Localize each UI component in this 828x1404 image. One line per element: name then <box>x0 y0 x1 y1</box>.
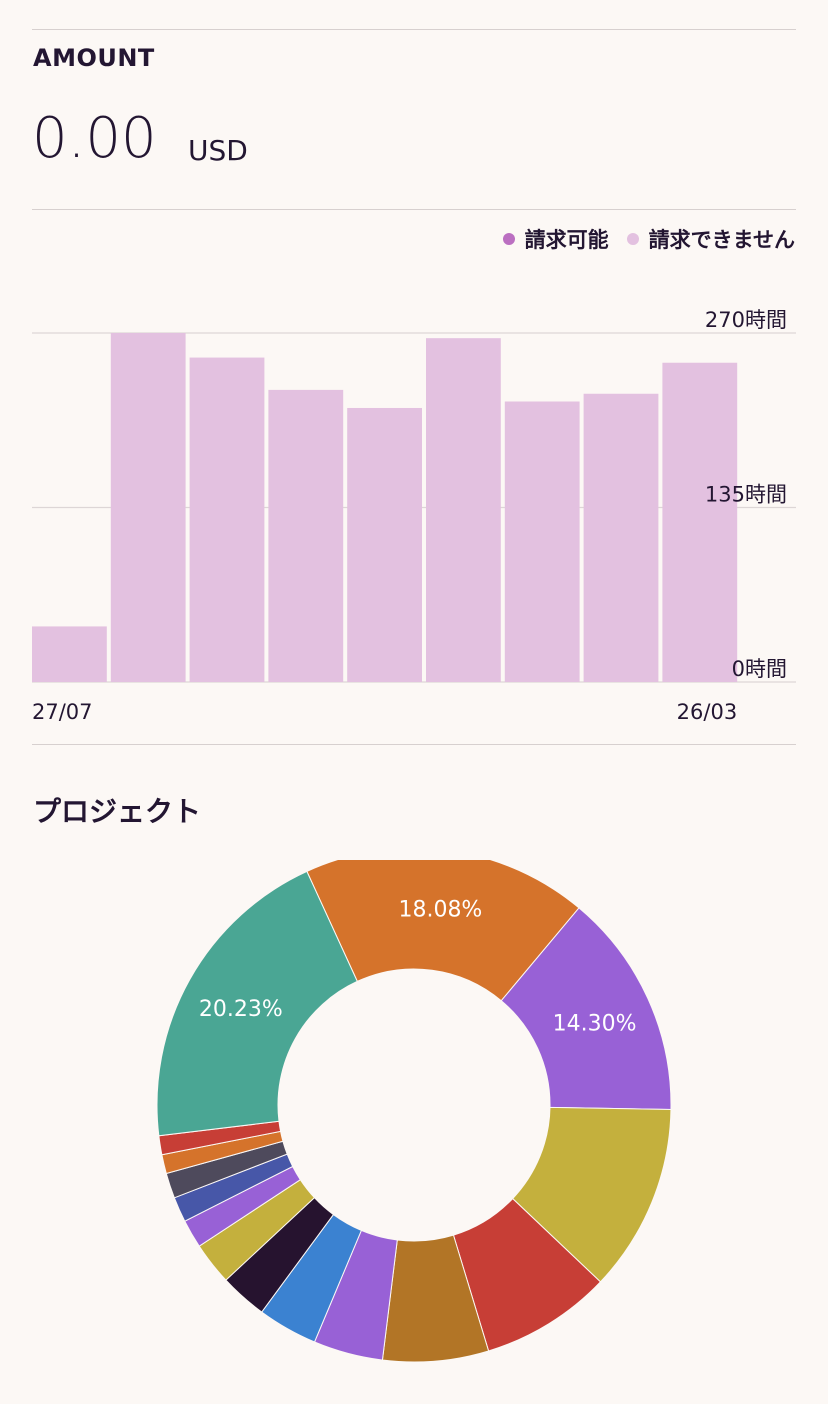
x-tick-label-first: 27/07 <box>32 700 93 724</box>
amount-value: 0.00 <box>32 106 157 171</box>
x-tick-label-last: 26/03 <box>677 700 738 724</box>
projects-title: プロジェクト <box>33 795 202 828</box>
donut-slice-label: 18.08% <box>398 897 482 922</box>
amount-divider <box>32 209 796 210</box>
donut-slice[interactable] <box>156 870 358 1137</box>
y-tick-label: 270時間 <box>705 308 787 332</box>
legend-label-non-billable: 請求できません <box>648 228 795 252</box>
legend-label-billable: 請求可能 <box>524 228 609 252</box>
chart-legend: 請求可能 請求できません <box>502 224 795 254</box>
bars <box>32 333 738 682</box>
y-tick-label: 0時間 <box>732 657 787 681</box>
donut-slice-label: 20.23% <box>199 997 283 1022</box>
donut-slice[interactable] <box>306 860 580 1002</box>
chart-divider <box>32 744 796 745</box>
y-tick-labels: 270時間 135時間 0時間 <box>705 308 787 681</box>
bar-non-billable[interactable] <box>32 626 107 682</box>
donut-slice[interactable] <box>500 907 672 1110</box>
bar-non-billable[interactable] <box>189 357 265 682</box>
amount-label: AMOUNT <box>33 44 155 72</box>
legend-item-non-billable[interactable]: 請求できません <box>626 224 795 254</box>
non-billable-dot-icon <box>626 233 639 245</box>
donut-slice-label: 14.30% <box>553 1012 637 1037</box>
amount-currency: USD <box>188 134 248 167</box>
donut-slices <box>156 860 672 1363</box>
bar-non-billable[interactable] <box>426 338 501 682</box>
bar-non-billable[interactable] <box>347 407 422 682</box>
bar-non-billable[interactable] <box>110 333 186 682</box>
bar-non-billable[interactable] <box>583 393 659 682</box>
x-tick-labels: 27/07 26/03 <box>32 700 737 724</box>
legend-item-billable[interactable]: 請求可能 <box>502 224 609 254</box>
donut-labels: 18.08% 14.30% 20.23% <box>199 897 637 1036</box>
billable-dot-icon <box>502 233 515 245</box>
y-tick-label: 135時間 <box>705 483 787 507</box>
bar-non-billable[interactable] <box>268 389 344 682</box>
bar-non-billable[interactable] <box>504 401 580 682</box>
top-divider <box>32 29 796 30</box>
hours-bar-chart: 270時間 135時間 0時間 27/07 26/03 <box>32 308 796 724</box>
bar-non-billable[interactable] <box>662 362 738 682</box>
projects-donut-chart: 18.08% 14.30% 20.23% <box>156 860 672 1363</box>
